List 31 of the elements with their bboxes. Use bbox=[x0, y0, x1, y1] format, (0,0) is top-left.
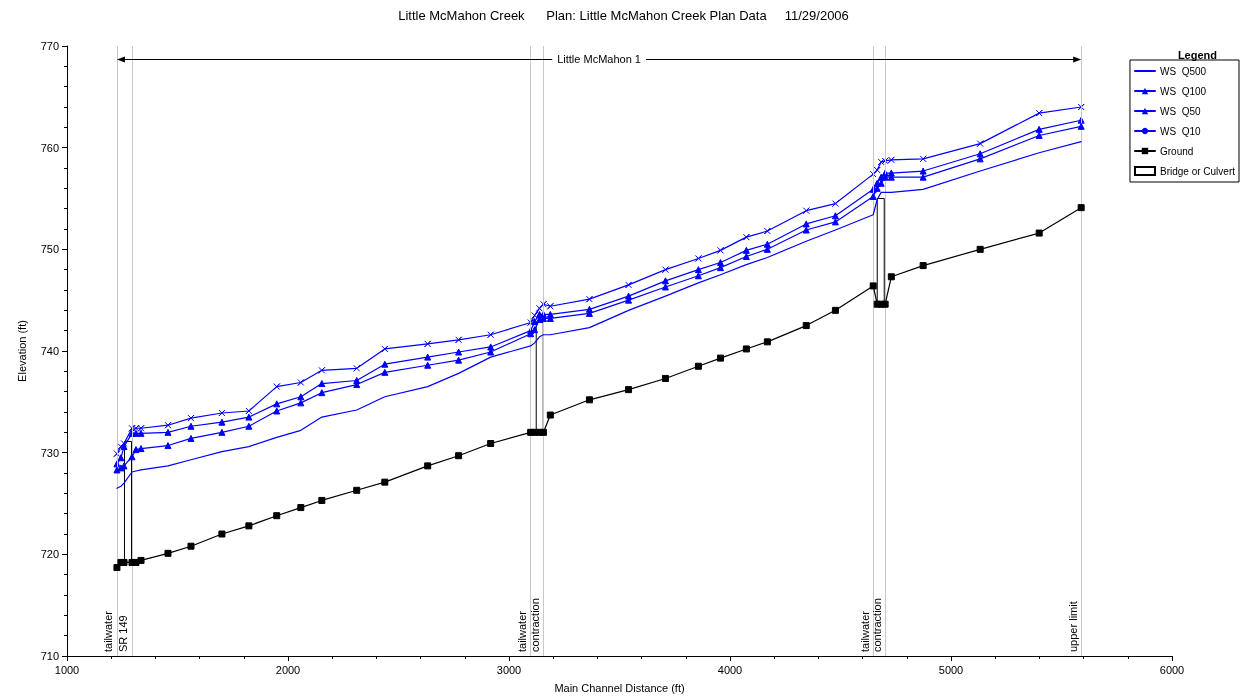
ref-line-label: upper limit bbox=[1066, 601, 1079, 652]
ref-line-label: tailwater bbox=[102, 610, 115, 652]
ref-line-label: tailwater bbox=[516, 610, 529, 652]
ref-line-label: contraction bbox=[870, 598, 883, 652]
legend-title: Legend bbox=[1177, 48, 1218, 61]
legend-label: WS Q10 bbox=[1159, 125, 1201, 137]
y-tick-label: 770 bbox=[40, 40, 59, 52]
x-tick-label: 6000 bbox=[1159, 663, 1185, 676]
x-axis-title: Main Channel Distance (ft) bbox=[554, 681, 685, 694]
y-tick-label: 710 bbox=[40, 650, 59, 662]
y-tick-label: 760 bbox=[40, 141, 59, 154]
x-tick-label: 2000 bbox=[275, 663, 301, 676]
ref-line-label: contraction bbox=[528, 598, 541, 652]
x-tick-label: 5000 bbox=[938, 663, 964, 676]
y-tick-label: 740 bbox=[40, 345, 59, 357]
annotation: Little McMahon 1 bbox=[557, 53, 641, 66]
y-tick-label: 720 bbox=[40, 548, 59, 561]
x-tick-label: 1000 bbox=[54, 663, 80, 676]
y-tick-label: 730 bbox=[40, 446, 59, 459]
x-tick-label: 4000 bbox=[717, 663, 743, 676]
legend-label: WS Q50 bbox=[1159, 105, 1201, 117]
legend-label: WS Q100 bbox=[1159, 85, 1207, 97]
y-axis-title: Elevation (ft) bbox=[15, 320, 28, 382]
ref-line-label: SR 149 bbox=[117, 615, 130, 652]
chart-title: Little McMahon Creek Plan: Little McMahon Creek Plan Data 11/29/2006 bbox=[398, 8, 849, 23]
y-tick-label: 750 bbox=[40, 243, 59, 256]
legend-label: Bridge or Culvert bbox=[1159, 165, 1236, 177]
x-tick-label: 3000 bbox=[496, 663, 522, 676]
ref-line-label: tailwater bbox=[858, 610, 871, 652]
legend-label: WS Q500 bbox=[1159, 65, 1207, 77]
legend-label: Ground bbox=[1159, 145, 1194, 157]
